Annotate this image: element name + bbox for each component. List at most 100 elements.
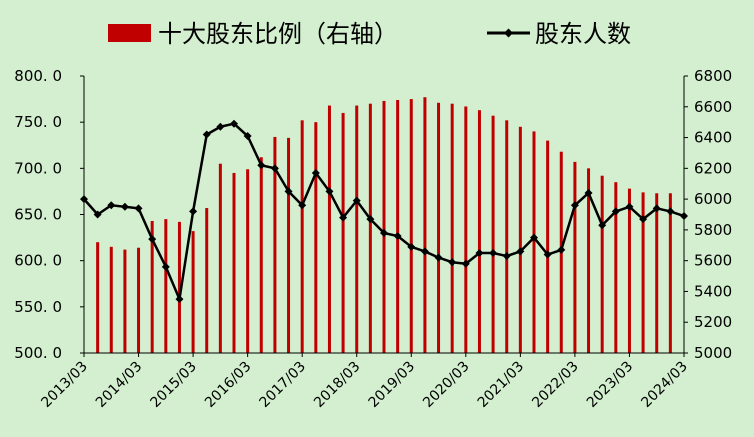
line-point <box>584 188 593 197</box>
line-point <box>557 245 566 254</box>
x-tick-label: 2022/03 <box>529 359 581 411</box>
line-point <box>148 235 157 244</box>
bar <box>177 221 181 353</box>
line-point <box>311 168 320 177</box>
line-point <box>461 259 470 268</box>
left-tick-label: 600. 0 <box>14 252 62 270</box>
bar <box>123 249 127 353</box>
line-point <box>666 207 675 216</box>
line-point <box>434 253 443 262</box>
line-point <box>393 232 402 241</box>
bar <box>396 100 400 353</box>
bar <box>546 140 550 353</box>
bar <box>341 112 345 353</box>
bar <box>273 136 277 353</box>
bar <box>368 103 372 353</box>
line-point <box>243 132 252 141</box>
line-point <box>639 215 648 224</box>
x-tick-label: 2024/03 <box>638 359 690 411</box>
bar <box>573 161 577 353</box>
bar <box>477 110 481 353</box>
bar <box>327 105 331 354</box>
line-point <box>175 295 184 304</box>
line-point <box>366 215 375 224</box>
bar <box>96 242 100 353</box>
bar <box>614 182 618 353</box>
bar <box>355 105 359 354</box>
line-point <box>570 201 579 210</box>
bar <box>668 193 672 353</box>
right-tick-label: 5600 <box>694 252 732 270</box>
line-point <box>625 202 634 211</box>
left-tick-label: 550. 0 <box>14 298 62 316</box>
legend-line-marker <box>504 28 513 38</box>
line-point <box>380 228 388 237</box>
right-tick-label: 5200 <box>694 313 732 331</box>
x-tick-label: 2021/03 <box>475 359 527 411</box>
left-axis-ticks: 500. 0 550. 0 600. 0 650. 0 700. 0 750. 0 800.… <box>14 67 84 362</box>
line-point <box>257 161 266 170</box>
line-point <box>489 248 498 257</box>
left-tick-label: 750. 0 <box>14 113 62 131</box>
legend-bar-label: 十大股东比例（右轴） <box>158 20 398 48</box>
bar <box>505 120 509 353</box>
line-point <box>189 207 198 216</box>
bar <box>491 115 495 353</box>
right-tick-label: 5400 <box>694 282 732 300</box>
line-point <box>161 262 170 271</box>
bar <box>518 126 522 354</box>
line-point <box>502 252 511 261</box>
line-point <box>598 221 607 230</box>
bar <box>382 100 386 354</box>
bar <box>587 168 591 353</box>
line-point <box>284 187 293 196</box>
x-tick-label: 2019/03 <box>366 359 418 411</box>
right-tick-label: 6200 <box>694 159 732 177</box>
line-point <box>120 202 129 211</box>
line-point <box>543 250 552 259</box>
bar <box>641 192 645 353</box>
x-tick-label: 2023/03 <box>584 359 636 411</box>
line-series <box>80 119 688 304</box>
bar <box>218 163 222 353</box>
line-point <box>230 119 238 128</box>
line-point <box>475 248 484 257</box>
bar <box>109 246 113 353</box>
bar <box>437 102 441 353</box>
x-axis-ticks: 2013/03 2014/03 2015/03 2016/03 2017/03 2018/… <box>38 353 691 411</box>
x-tick-label: 2017/03 <box>257 359 309 411</box>
bar <box>314 122 318 354</box>
bar <box>627 188 631 353</box>
bar <box>246 169 250 353</box>
right-tick-label: 5800 <box>694 221 732 239</box>
bar <box>300 120 304 353</box>
line-point <box>448 258 457 267</box>
line-point <box>352 196 361 205</box>
x-tick-label: 2014/03 <box>93 359 145 411</box>
bar <box>450 103 454 353</box>
line-point <box>652 204 661 213</box>
legend-line-label: 股东人数 <box>535 20 631 48</box>
bar <box>150 220 154 353</box>
line-point <box>80 195 88 204</box>
right-tick-label: 5000 <box>694 344 732 362</box>
x-tick-label: 2015/03 <box>147 359 199 411</box>
bar <box>423 97 427 353</box>
right-tick-label: 6400 <box>694 129 732 147</box>
left-tick-label: 650. 0 <box>14 206 62 224</box>
bar <box>191 231 195 353</box>
bar <box>164 219 168 353</box>
right-axis-ticks: 5000 5200 5400 5600 5800 6000 6200 6400 6600 6800 <box>684 67 732 362</box>
legend-bar-swatch <box>108 24 151 42</box>
line-point <box>216 122 225 131</box>
bar <box>287 137 291 353</box>
bar <box>259 157 263 353</box>
line-point <box>339 213 348 222</box>
line-point <box>270 164 279 173</box>
bar <box>532 131 536 353</box>
right-tick-label: 6000 <box>694 190 732 208</box>
line-point <box>298 201 307 210</box>
bar-series <box>96 97 672 354</box>
line-point <box>680 212 688 221</box>
